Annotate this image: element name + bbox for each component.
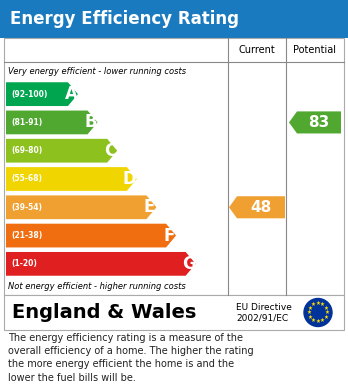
Text: (21-38): (21-38) (11, 231, 42, 240)
Text: ★: ★ (307, 310, 311, 315)
Text: England & Wales: England & Wales (12, 303, 196, 322)
Text: F: F (163, 226, 175, 245)
Polygon shape (6, 224, 176, 248)
Text: EU Directive
2002/91/EC: EU Directive 2002/91/EC (236, 303, 292, 322)
Text: G: G (182, 255, 196, 273)
Text: C: C (104, 142, 116, 160)
Circle shape (304, 298, 332, 326)
Text: Energy Efficiency Rating: Energy Efficiency Rating (10, 10, 239, 28)
Text: ★: ★ (316, 301, 321, 306)
Polygon shape (6, 82, 78, 106)
Text: (55-68): (55-68) (11, 174, 42, 183)
Polygon shape (289, 111, 341, 133)
Bar (4, 38, 344, 295)
Text: (1-20): (1-20) (11, 259, 37, 268)
Bar (4, 295, 344, 330)
Text: Current: Current (239, 45, 275, 55)
Text: 83: 83 (308, 115, 330, 130)
Text: (69-80): (69-80) (11, 146, 42, 155)
Text: E: E (144, 198, 155, 216)
Text: D: D (123, 170, 137, 188)
Text: ★: ★ (320, 318, 325, 323)
Polygon shape (6, 139, 117, 163)
Text: B: B (84, 113, 97, 131)
Text: ★: ★ (316, 319, 321, 324)
Text: A: A (64, 85, 77, 103)
Bar (0, 0, 348, 38)
Text: ★: ★ (325, 310, 330, 315)
Text: Not energy efficient - higher running costs: Not energy efficient - higher running co… (8, 282, 186, 291)
Text: ★: ★ (323, 305, 328, 310)
Text: (39-54): (39-54) (11, 203, 42, 212)
Text: (92-100): (92-100) (11, 90, 47, 99)
Text: 48: 48 (250, 200, 272, 215)
Text: Potential: Potential (293, 45, 337, 55)
Text: ★: ★ (323, 314, 328, 319)
Text: Very energy efficient - lower running costs: Very energy efficient - lower running co… (8, 66, 186, 75)
Polygon shape (6, 252, 196, 276)
Text: ★: ★ (320, 302, 325, 307)
Text: ★: ★ (311, 302, 316, 307)
Text: ★: ★ (308, 305, 313, 310)
Text: ★: ★ (308, 314, 313, 319)
Polygon shape (6, 111, 97, 135)
Polygon shape (6, 167, 137, 191)
Polygon shape (6, 196, 156, 219)
Text: ★: ★ (311, 318, 316, 323)
Text: (81-91): (81-91) (11, 118, 42, 127)
Text: The energy efficiency rating is a measure of the
overall efficiency of a home. T: The energy efficiency rating is a measur… (8, 333, 254, 383)
Polygon shape (229, 196, 285, 218)
